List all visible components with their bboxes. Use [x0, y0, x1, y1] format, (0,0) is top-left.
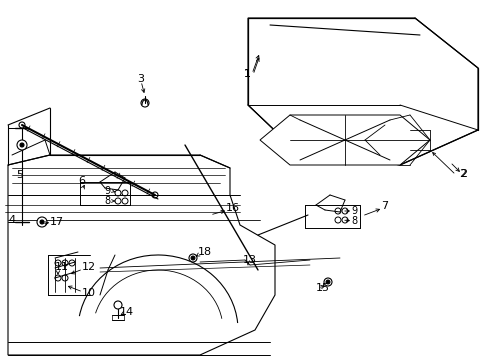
Text: 11: 11	[55, 262, 69, 272]
Circle shape	[324, 278, 331, 286]
Text: 8: 8	[104, 196, 110, 206]
Text: 16: 16	[225, 203, 240, 213]
Text: 9: 9	[104, 186, 110, 196]
Circle shape	[17, 140, 27, 150]
Circle shape	[191, 256, 195, 260]
Text: 17: 17	[50, 217, 64, 227]
Text: 15: 15	[315, 283, 329, 293]
Text: 6: 6	[78, 176, 85, 186]
Text: 4: 4	[8, 215, 15, 225]
Text: 10: 10	[82, 288, 96, 298]
Polygon shape	[8, 155, 274, 355]
Text: 8: 8	[350, 216, 356, 226]
Circle shape	[40, 220, 44, 224]
Text: 18: 18	[198, 247, 212, 257]
Text: 1: 1	[244, 69, 250, 79]
Polygon shape	[247, 18, 477, 165]
Text: 5: 5	[16, 170, 23, 180]
Circle shape	[20, 143, 24, 147]
Polygon shape	[260, 115, 429, 165]
Text: 13: 13	[243, 255, 257, 265]
Text: 12: 12	[82, 262, 96, 272]
Circle shape	[37, 217, 47, 227]
Text: 2: 2	[459, 169, 466, 179]
Text: 14: 14	[120, 307, 134, 317]
Circle shape	[189, 254, 197, 262]
Text: 7: 7	[380, 201, 387, 211]
Circle shape	[325, 280, 329, 284]
Text: 3: 3	[137, 74, 143, 84]
Text: 2: 2	[458, 169, 465, 179]
Text: 9: 9	[350, 206, 356, 216]
Text: 1: 1	[244, 69, 250, 79]
Circle shape	[114, 301, 122, 309]
